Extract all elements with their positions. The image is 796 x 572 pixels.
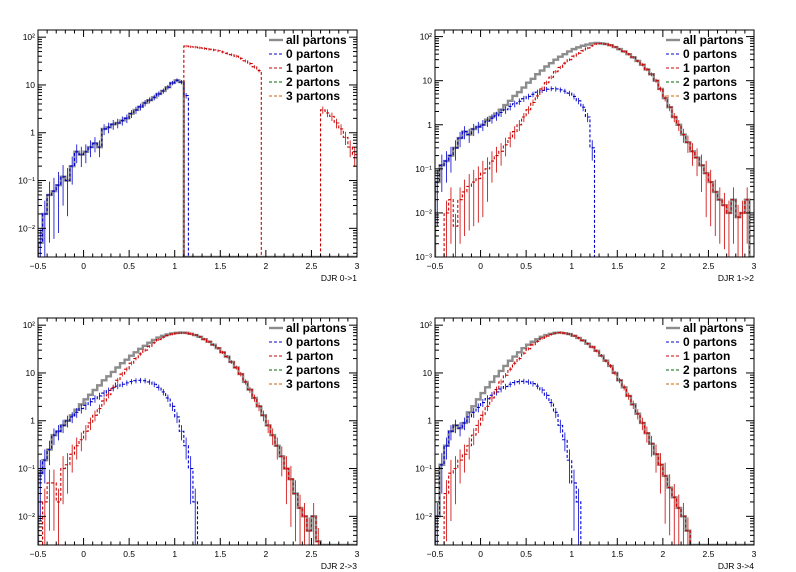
legend-entry: 2 partons — [683, 363, 737, 377]
x-tick-label: 2 — [263, 549, 268, 559]
y-tick-label: 10² — [23, 320, 35, 330]
x-tick-label: −0.5 — [30, 549, 47, 559]
y-tick-label: 10⁻¹ — [18, 176, 35, 186]
legend-entry: 0 partons — [683, 335, 737, 349]
x-axis-label: DJR 2->3 — [321, 561, 357, 571]
x-tick-label: 0.5 — [520, 549, 532, 559]
y-tick-label: 1 — [427, 416, 432, 426]
histograms — [38, 44, 357, 257]
x-tick-label: 2.5 — [306, 549, 318, 559]
y-tick-label: 10⁻¹ — [415, 164, 432, 174]
histograms — [38, 331, 357, 545]
series-0-partons — [38, 79, 357, 257]
y-tick-label: 10⁻¹ — [415, 464, 432, 474]
legend-entry: 3 partons — [683, 89, 737, 103]
y-tick-label: 10 — [26, 368, 36, 378]
y-tick-label: 1 — [30, 128, 35, 138]
legend-entry: 3 partons — [683, 377, 737, 391]
legend-entry: 2 partons — [286, 75, 340, 89]
x-tick-label: −0.5 — [30, 261, 47, 271]
x-tick-label: 0.5 — [123, 549, 135, 559]
x-tick-label: −0.5 — [427, 549, 444, 559]
legend-entry: 1 parton — [286, 61, 333, 75]
x-axis-label: DJR 1->2 — [718, 273, 754, 283]
panel-2: −0.5 0 0.5 1 1.5 2 2.5 3 10⁻³ 10⁻² 10⁻¹ 1 10 10² DJR 1… — [415, 29, 757, 283]
x-tick-label: 2 — [263, 261, 268, 271]
legend-entry: 2 partons — [683, 75, 737, 89]
y-tick-label: 10⁻² — [415, 208, 432, 218]
y-tick-label: 1 — [30, 416, 35, 426]
legend-entry: 1 parton — [286, 349, 333, 363]
x-tick-label: 1.5 — [611, 549, 623, 559]
y-tick-label: 10⁻³ — [415, 252, 432, 262]
series-1-parton — [38, 45, 357, 257]
series-0-partons — [435, 88, 754, 257]
x-tick-label: 1 — [172, 549, 177, 559]
y-tick-label: 10⁻² — [415, 511, 432, 521]
legend-entry: 2 partons — [286, 363, 340, 377]
x-tick-label: 3 — [355, 261, 360, 271]
histograms — [435, 331, 754, 545]
series-1-parton — [38, 332, 357, 545]
x-tick-label: 1 — [172, 261, 177, 271]
x-tick-label: 1.5 — [214, 549, 226, 559]
legend-entry: all partons — [286, 321, 347, 335]
x-tick-label: 1 — [569, 261, 574, 271]
legend-entry: 3 partons — [286, 377, 340, 391]
y-tick-label: 10⁻² — [18, 511, 35, 521]
x-tick-label: 0 — [81, 549, 86, 559]
x-tick-label: 2 — [660, 549, 665, 559]
legend-entry: all partons — [286, 33, 347, 47]
x-tick-label: 2.5 — [703, 549, 715, 559]
series-all-partons — [38, 79, 357, 257]
x-tick-label: −0.5 — [427, 261, 444, 271]
y-tick-label: 10 — [423, 368, 433, 378]
panel-4: −0.5 0 0.5 1 1.5 2 2.5 3 10⁻² 10⁻¹ 1 10 10² DJR 3->4 a… — [415, 317, 757, 571]
x-tick-label: 0.5 — [520, 261, 532, 271]
series-1-parton — [435, 332, 754, 545]
x-tick-label: 2 — [660, 261, 665, 271]
x-tick-label: 1.5 — [611, 261, 623, 271]
panel-1: −0.5 0 0.5 1 1.5 2 2.5 3 10⁻² 10⁻¹ 1 10 10² DJR 0->1 a… — [18, 29, 360, 283]
x-tick-label: 3 — [752, 549, 757, 559]
legend-entry: 1 parton — [683, 61, 730, 75]
x-tick-label: 3 — [355, 549, 360, 559]
legend-entry: all partons — [683, 33, 744, 47]
y-tick-label: 10⁻¹ — [18, 464, 35, 474]
y-tick-label: 10² — [420, 32, 432, 42]
x-tick-label: 2.5 — [306, 261, 318, 271]
x-axis-label: DJR 0->1 — [321, 273, 357, 283]
legend-entry: 0 partons — [286, 47, 340, 61]
x-tick-label: 3 — [752, 261, 757, 271]
y-tick-label: 10⁻² — [18, 223, 35, 233]
plot-frame — [434, 29, 755, 258]
histograms — [435, 41, 754, 257]
legend-entry: 1 parton — [683, 349, 730, 363]
y-tick-label: 10 — [26, 80, 36, 90]
x-tick-label: 2.5 — [703, 261, 715, 271]
y-tick-label: 10 — [423, 76, 433, 86]
panel-3: −0.5 0 0.5 1 1.5 2 2.5 3 10⁻² 10⁻¹ 1 10 10² DJR 2->3 a… — [18, 317, 360, 571]
x-tick-label: 1.5 — [214, 261, 226, 271]
legend-entry: 3 partons — [286, 89, 340, 103]
y-tick-label: 10² — [23, 32, 35, 42]
x-tick-label: 0 — [478, 549, 483, 559]
legend-entry: all partons — [683, 321, 744, 335]
legend-entry: 0 partons — [286, 335, 340, 349]
x-tick-label: 0 — [478, 261, 483, 271]
x-axis-label: DJR 3->4 — [718, 561, 754, 571]
y-tick-label: 1 — [427, 120, 432, 130]
series-0-partons — [38, 379, 357, 545]
x-tick-label: 0.5 — [123, 261, 135, 271]
legend-entry: 0 partons — [683, 47, 737, 61]
x-tick-label: 0 — [81, 261, 86, 271]
y-tick-label: 10² — [420, 320, 432, 330]
x-tick-label: 1 — [569, 549, 574, 559]
series-1-parton — [435, 42, 754, 257]
